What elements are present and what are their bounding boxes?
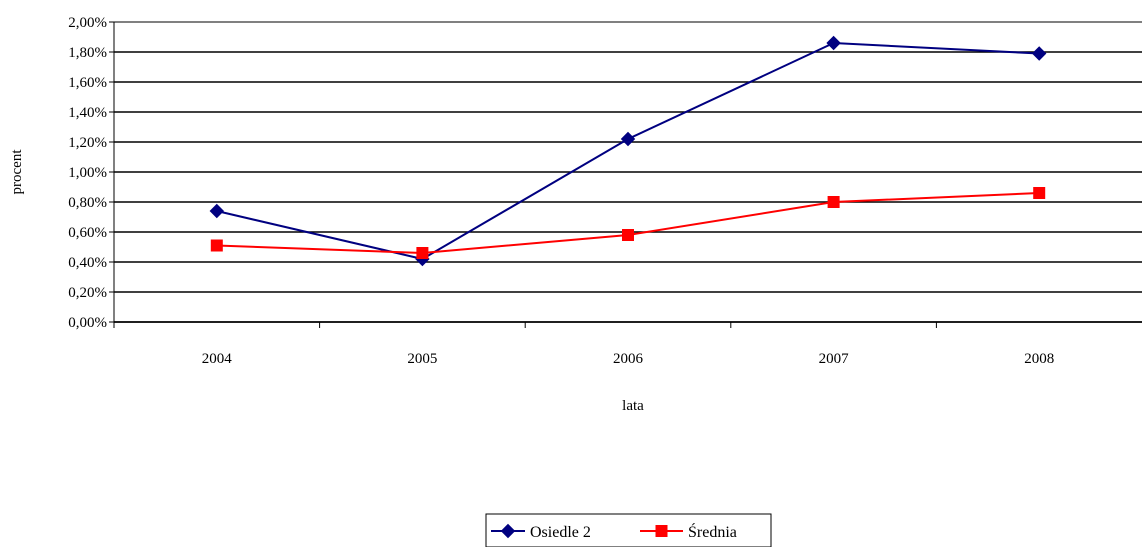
y-tick-label: 0,40% xyxy=(68,255,107,271)
data-point xyxy=(655,525,668,537)
data-point xyxy=(210,239,223,252)
legend-item: Średnia xyxy=(640,522,737,541)
y-tick-label: 0,00% xyxy=(68,315,107,331)
x-axis-tick-labels: 2004 2005 2006 2007 2008 xyxy=(202,351,1054,367)
axes xyxy=(109,21,1142,328)
legend-label: Średnia xyxy=(688,522,737,541)
x-tick-label: 2004 xyxy=(202,351,233,367)
data-point xyxy=(620,131,636,147)
series--rednia xyxy=(210,187,1046,259)
data-point xyxy=(622,229,634,241)
data-point xyxy=(416,247,429,259)
y-tick-label: 0,80% xyxy=(68,195,107,211)
gridlines xyxy=(114,21,1142,323)
y-tick-label: 1,40% xyxy=(68,105,107,121)
x-tick-label: 2007 xyxy=(819,351,850,367)
y-axis-tick-labels: 0,00% 0,20% 0,40% 0,60% 0,80% 1,00% 1,20% 1,40%… xyxy=(68,15,107,331)
legend-label: Osiedle 2 xyxy=(530,524,591,541)
legend: Osiedle 2 Średnia xyxy=(485,513,772,547)
y-tick-label: 2,00% xyxy=(68,15,107,31)
y-tick-label: 0,20% xyxy=(68,285,107,301)
data-point xyxy=(500,523,516,539)
y-tick-label: 0,60% xyxy=(68,225,107,241)
y-tick-label: 1,80% xyxy=(68,45,107,61)
data-point xyxy=(1033,187,1046,199)
x-tick-label: 2006 xyxy=(613,351,644,367)
legend-item: Osiedle 2 xyxy=(491,523,591,541)
data-point xyxy=(827,196,840,208)
y-tick-label: 1,20% xyxy=(68,135,107,151)
data-point xyxy=(826,35,841,51)
y-axis-title: procent xyxy=(9,149,25,195)
y-tick-label: 1,00% xyxy=(68,165,107,181)
series-line xyxy=(216,41,1040,261)
data-point xyxy=(209,203,225,219)
series-group xyxy=(209,35,1047,267)
legend-box xyxy=(485,513,772,547)
data-point xyxy=(1031,46,1047,61)
x-tick-label: 2008 xyxy=(1024,351,1054,367)
x-tick-label: 2005 xyxy=(407,351,437,367)
y-tick-label: 1,60% xyxy=(68,75,107,91)
x-axis-title: lata xyxy=(622,398,644,414)
